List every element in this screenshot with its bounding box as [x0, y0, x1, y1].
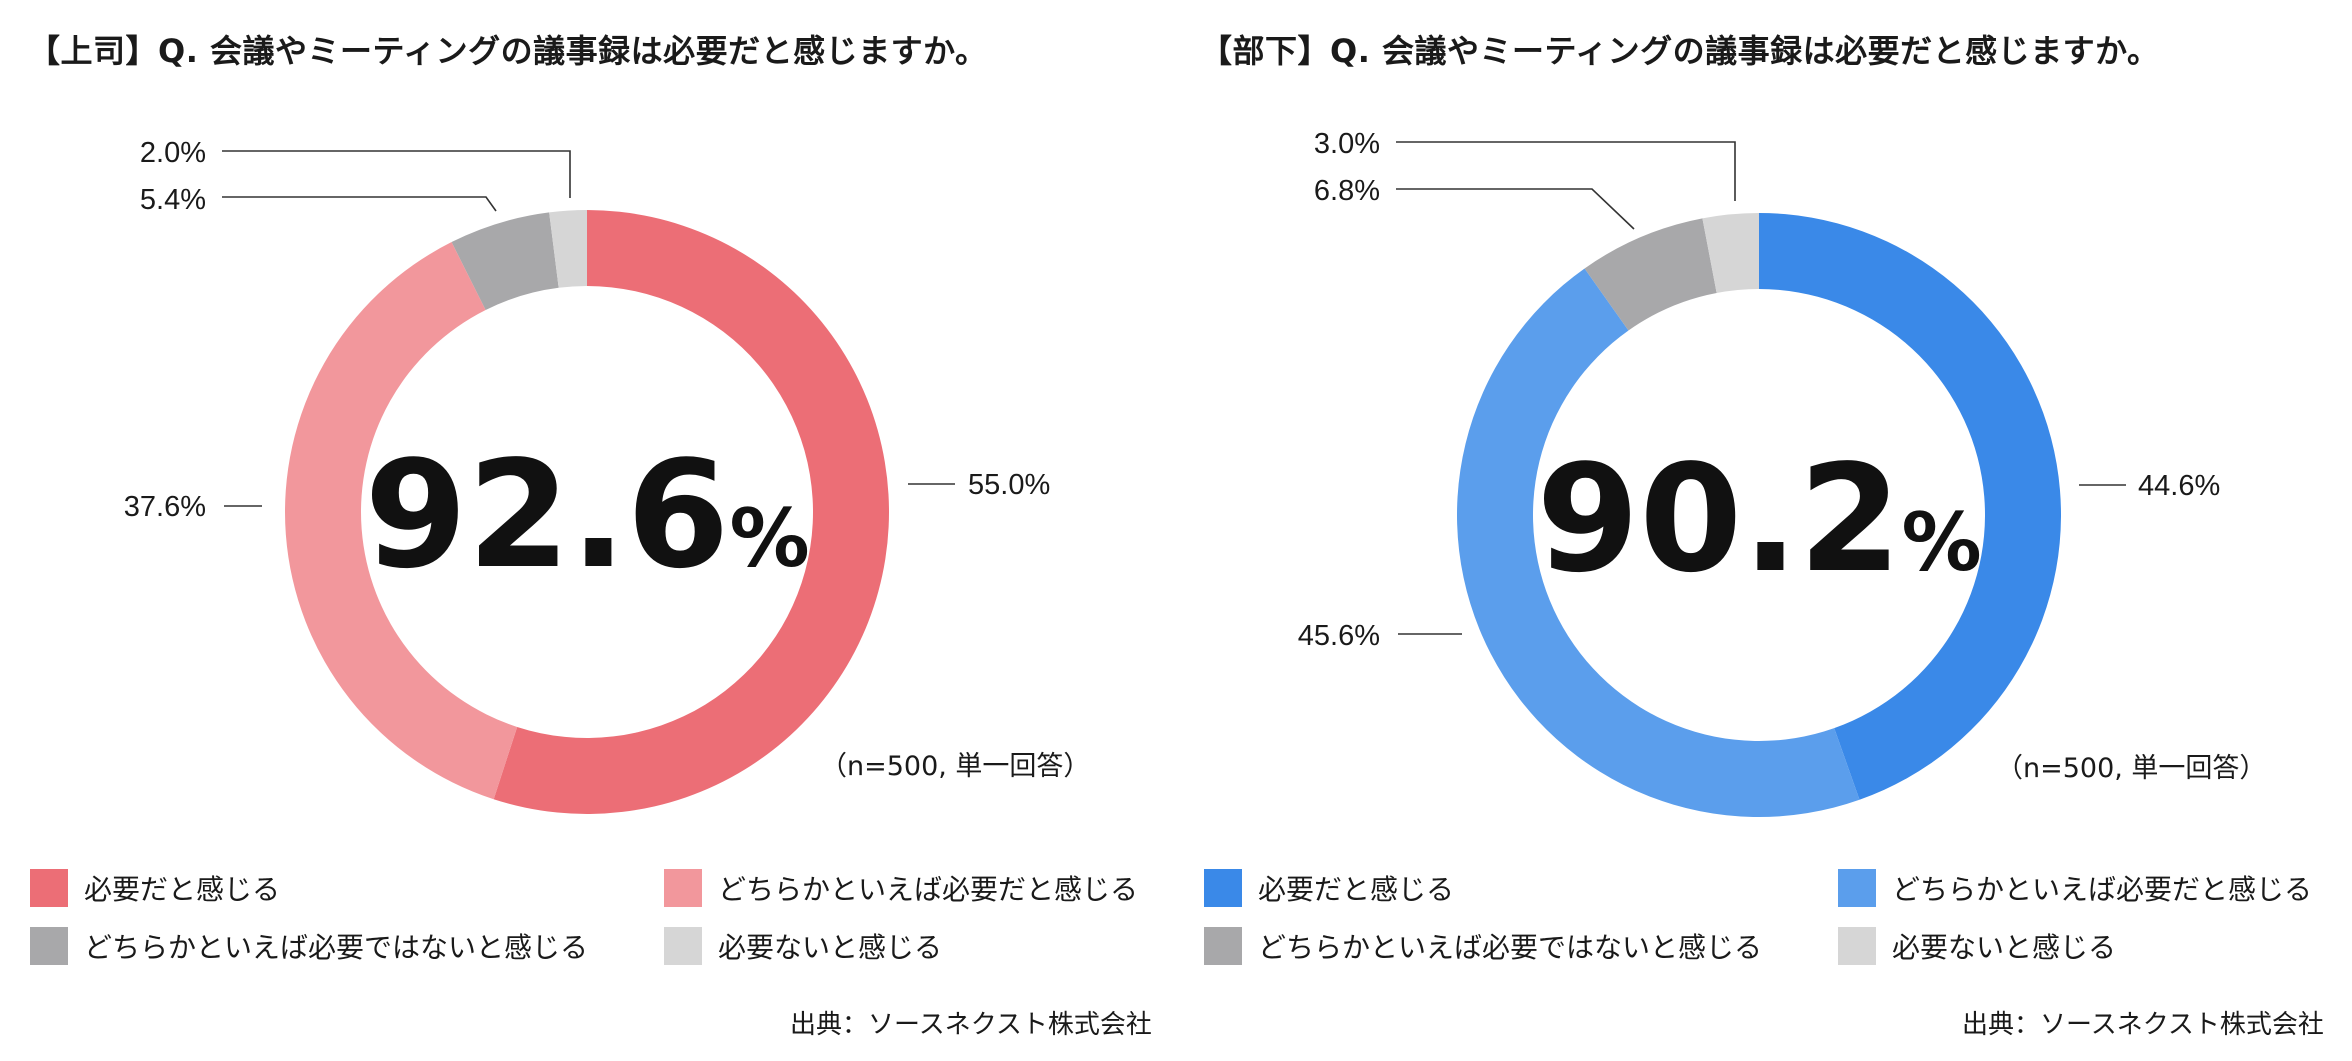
chart-panel-boss: 【上司】Q. 会議やミーティングの議事録は必要だと感じますか。 55.0% 37.… — [28, 32, 1152, 1040]
center-total-unit: % — [730, 492, 810, 585]
value-label: 37.6% — [124, 491, 206, 523]
legend-label: どちらかといえば必要ではないと感じる — [1258, 931, 1763, 964]
legend-label: どちらかといえば必要ではないと感じる — [84, 931, 589, 964]
legend-swatch — [664, 869, 702, 907]
chart-panel-subordinate: 【部下】Q. 会議やミーティングの議事録は必要だと感じますか。 44.6% 45.… — [1176, 0, 2352, 1061]
leader-line — [222, 150, 571, 198]
donut-chart-subordinate: 44.6% 45.6% 6.8% 3.0% 90.2% — [1298, 128, 2220, 817]
donut-segment-1 — [284, 242, 518, 800]
value-label: 6.8% — [1314, 175, 1380, 207]
legend-swatch — [30, 869, 68, 907]
leader-line — [1396, 188, 1635, 230]
legend-swatch — [664, 927, 702, 965]
donut-segment-1 — [1457, 268, 1860, 817]
legend-label: 必要だと感じる — [84, 873, 281, 906]
legend: 必要だと感じる どちらかといえば必要だと感じる どちらかといえば必要ではないと感… — [1204, 868, 2324, 978]
center-total: 90.2% — [1536, 433, 1981, 605]
value-label: 45.6% — [1298, 620, 1380, 652]
legend-item-somewhat-necessary: どちらかといえば必要だと感じる — [664, 868, 1138, 908]
value-label: 44.6% — [2138, 470, 2220, 502]
value-label: 3.0% — [1314, 128, 1380, 160]
legend-label: 必要ないと感じる — [718, 931, 943, 964]
chart-title: 【部下】Q. 会議やミーティングの議事録は必要だと感じますか。 — [1200, 32, 2160, 70]
sample-note: （n=500, 単一回答） — [820, 751, 1091, 782]
center-total-unit: % — [1902, 496, 1982, 589]
donut-segment-0 — [493, 210, 889, 814]
legend-item-somewhat-unnecessary: どちらかといえば必要ではないと感じる — [30, 926, 588, 966]
donut-segment-3 — [549, 210, 587, 288]
center-total-value: 92.6 — [364, 429, 729, 601]
legend-swatch — [1838, 927, 1876, 965]
legend-swatch — [30, 927, 68, 965]
legend-label: 必要ないと感じる — [1892, 931, 2117, 964]
leader-line — [1396, 141, 1736, 201]
legend-item-necessary: 必要だと感じる — [1204, 868, 1454, 908]
legend-item-necessary: 必要だと感じる — [30, 868, 280, 908]
value-label: 5.4% — [140, 184, 206, 216]
donut-segment-0 — [1759, 213, 2061, 800]
donut-segment-2 — [1584, 218, 1717, 331]
legend-swatch — [1204, 869, 1242, 907]
value-label: 2.0% — [140, 137, 206, 169]
value-label: 55.0% — [968, 469, 1050, 501]
chart-title: 【上司】Q. 会議やミーティングの議事録は必要だと感じますか。 — [28, 32, 988, 70]
donut-chart-boss: 55.0% 37.6% 5.4% 2.0% 92.6% — [124, 137, 1050, 814]
donut-segment-3 — [1702, 213, 1759, 294]
legend-label: どちらかといえば必要だと感じる — [718, 873, 1139, 906]
donut-segment-2 — [451, 212, 559, 310]
source-credit: 出典：ソースネクスト株式会社 — [1962, 1010, 2324, 1040]
source-credit: 出典：ソースネクスト株式会社 — [790, 1010, 1152, 1040]
legend-label: 必要だと感じる — [1258, 873, 1455, 906]
sample-note: （n=500, 単一回答） — [1996, 753, 2267, 784]
legend-swatch — [1204, 927, 1242, 965]
legend-item-unnecessary: 必要ないと感じる — [1838, 926, 2116, 966]
leader-line — [222, 196, 497, 212]
legend-label: どちらかといえば必要だと感じる — [1892, 873, 2313, 906]
legend-item-somewhat-necessary: どちらかといえば必要だと感じる — [1838, 868, 2312, 908]
legend-item-somewhat-unnecessary: どちらかといえば必要ではないと感じる — [1204, 926, 1762, 966]
center-total-value: 90.2 — [1536, 433, 1901, 605]
center-total: 92.6% — [364, 429, 809, 601]
legend-swatch — [1838, 869, 1876, 907]
legend: 必要だと感じる どちらかといえば必要だと感じる どちらかといえば必要ではないと感… — [30, 868, 1150, 978]
legend-item-unnecessary: 必要ないと感じる — [664, 926, 942, 966]
